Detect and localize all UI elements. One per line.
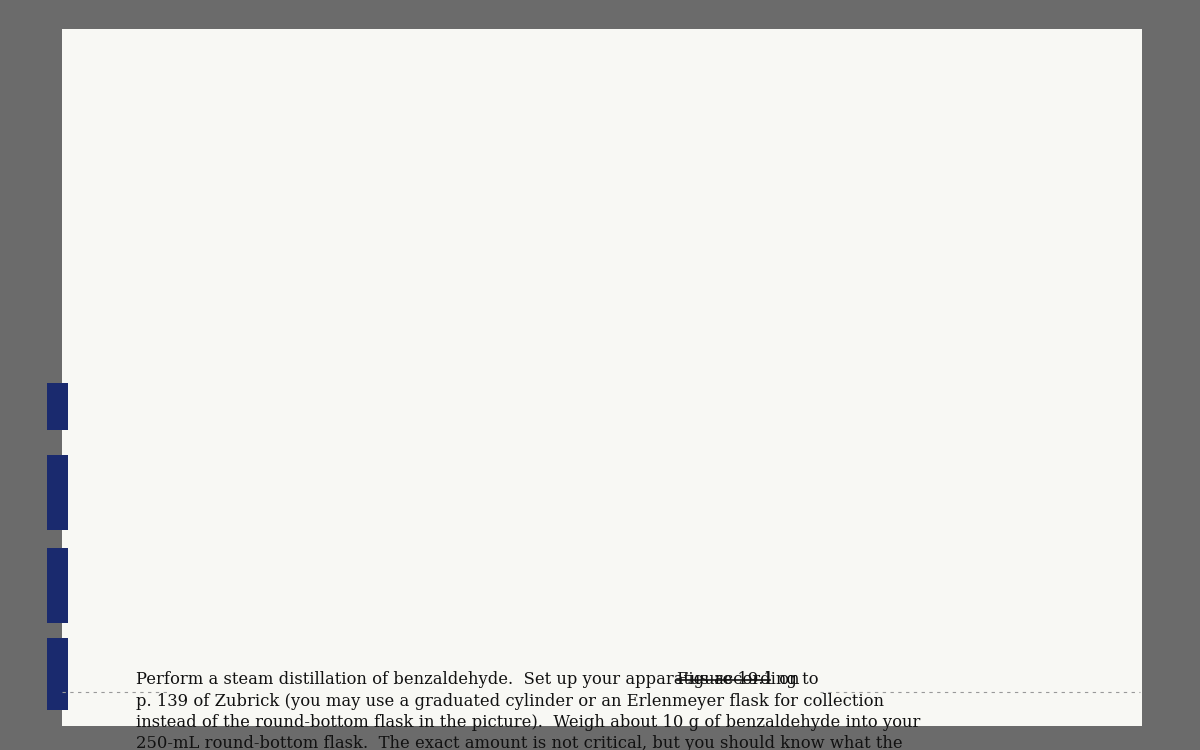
Text: Perform a steam distillation of benzaldehyde.  Set up your apparatus according t: Perform a steam distillation of benzalde…	[136, 671, 823, 688]
Bar	[47, 638, 68, 710]
Text: instead of the round-bottom flask in the picture).  Weigh about 10 g of benzalde: instead of the round-bottom flask in the…	[136, 714, 920, 731]
Text: Figure 19.1 on: Figure 19.1 on	[678, 671, 800, 688]
Text: 250-mL round-bottom flask.  The exact amount is not critical, but you should kno: 250-mL round-bottom flask. The exact amo…	[136, 735, 902, 750]
Bar	[47, 383, 68, 430]
Bar	[47, 455, 68, 530]
Bar	[47, 548, 68, 623]
Bar	[62, 28, 1142, 726]
Text: p. 139 of Zubrick (you may use a graduated cylinder or an Erlenmeyer flask for c: p. 139 of Zubrick (you may use a graduat…	[136, 693, 883, 709]
Text: Perform a steam distillation of benzaldehyde.  Set up your apparatus according t: Perform a steam distillation of benzalde…	[136, 671, 823, 688]
